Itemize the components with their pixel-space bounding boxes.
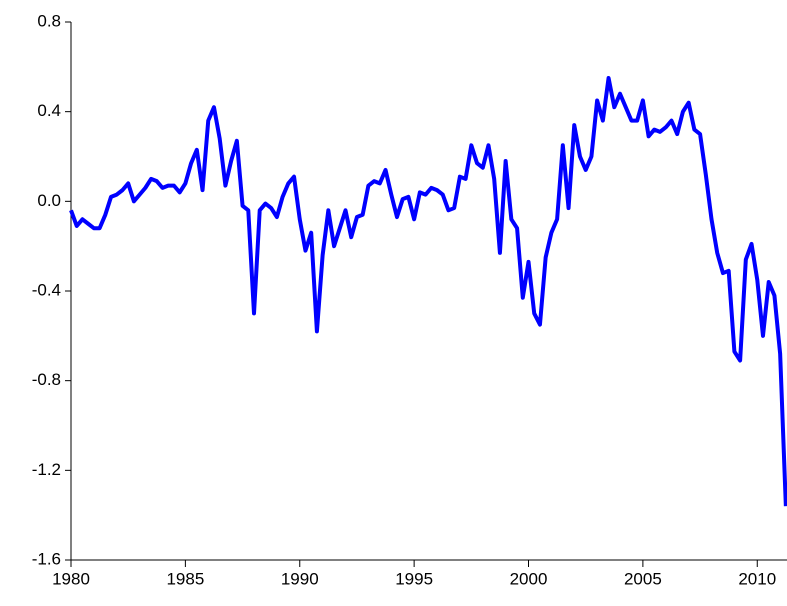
x-tick-label: 2005 <box>624 569 662 588</box>
y-tick-label: -1.6 <box>32 549 61 568</box>
x-tick-label: 2010 <box>738 569 776 588</box>
x-tick-label: 1980 <box>52 569 90 588</box>
y-tick-label: 0.0 <box>37 191 61 210</box>
x-tick-label: 1995 <box>395 569 433 588</box>
y-tick-label: 0.4 <box>37 101 61 120</box>
x-tick-label: 2000 <box>510 569 548 588</box>
x-tick-label: 1985 <box>166 569 204 588</box>
data-line <box>69 76 787 507</box>
y-tick-label: -0.4 <box>32 280 61 299</box>
x-tick-label: 1990 <box>281 569 319 588</box>
y-tick-label: 0.8 <box>37 11 61 30</box>
y-tick-label: -1.2 <box>32 460 61 479</box>
y-tick-label: -0.8 <box>32 370 61 389</box>
